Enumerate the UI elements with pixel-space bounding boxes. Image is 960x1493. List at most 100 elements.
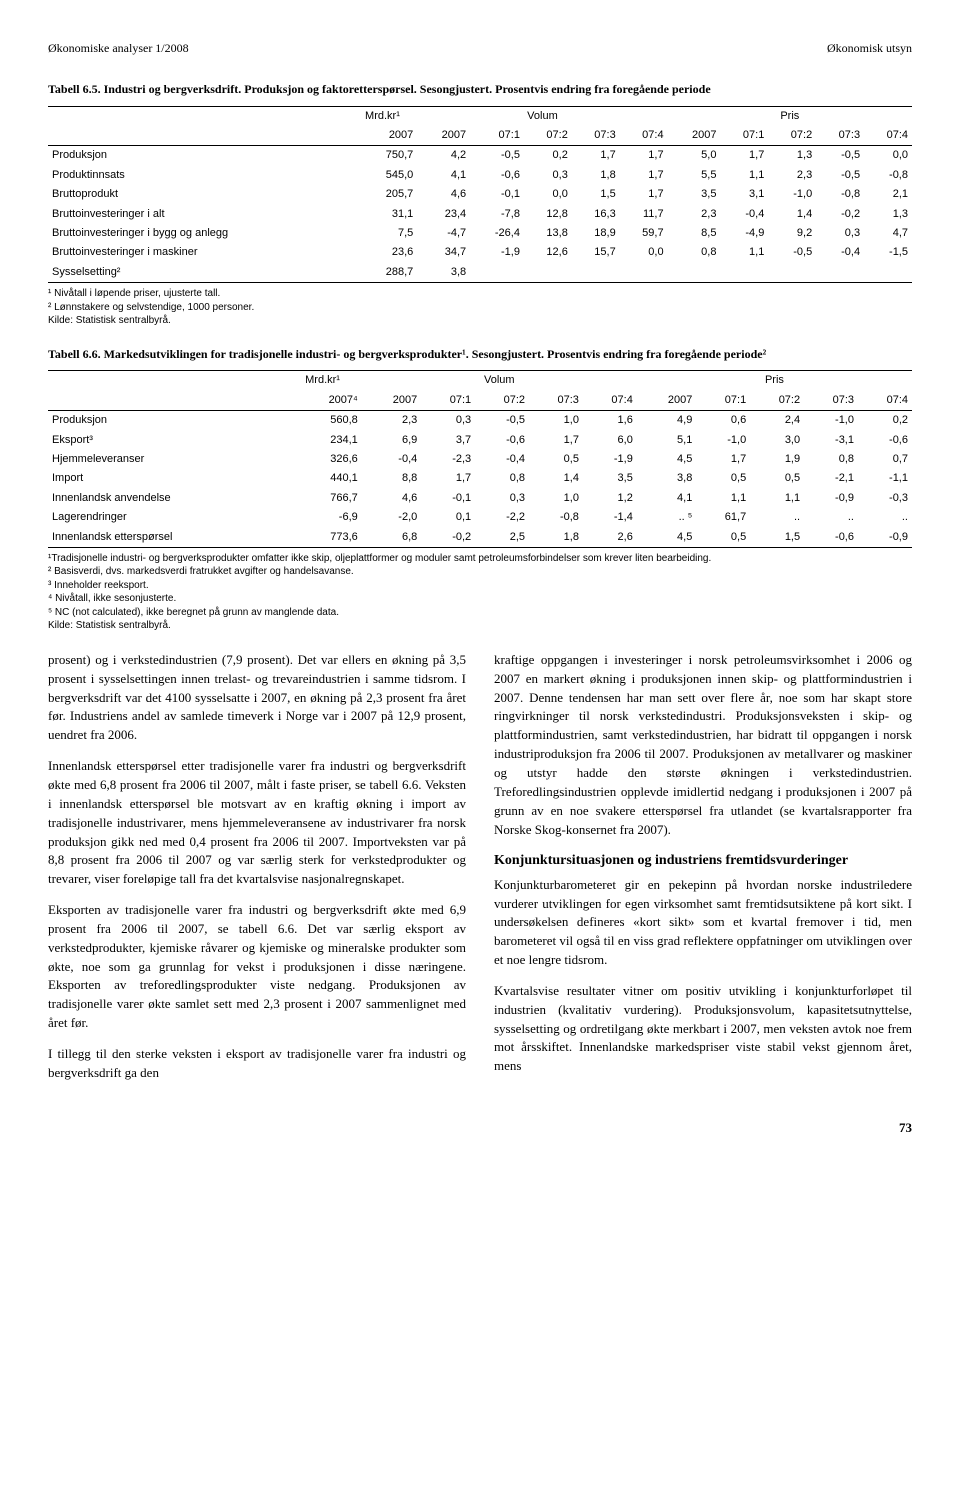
col-header-cell: 07:3 <box>816 126 864 146</box>
table2-mrdkr: Mrd.kr¹ <box>283 371 361 391</box>
table-cell: 234,1 <box>283 431 361 450</box>
footnote-line: ¹ Nivåtall i løpende priser, ujusterte t… <box>48 287 912 301</box>
table2-title: Tabell 6.6. Markedsutviklingen for tradi… <box>48 346 912 363</box>
body-paragraph: Konjunkturbarometeret gir en pekepinn på… <box>494 876 912 970</box>
table-cell: 1,9 <box>750 450 804 469</box>
table-cell: 0,0 <box>524 185 572 204</box>
table1-col-headers: 2007200707:107:207:307:4200707:107:207:3… <box>48 126 912 146</box>
table-cell: 545,0 <box>348 166 418 185</box>
table-cell: 440,1 <box>283 469 361 488</box>
table-cell <box>864 263 912 283</box>
col-header-cell: 07:4 <box>864 126 912 146</box>
table-cell: 0,5 <box>696 469 750 488</box>
table-cell: -0,5 <box>816 146 864 166</box>
table2: Mrd.kr¹ Volum Pris 2007⁴200707:107:207:3… <box>48 370 912 548</box>
table-cell: Sysselsetting² <box>48 263 348 283</box>
table-cell: 18,9 <box>572 224 620 243</box>
table-cell: -0,9 <box>804 489 858 508</box>
table2-footnotes: ¹Tradisjonelle industri- og bergverkspro… <box>48 552 912 633</box>
body-paragraph: I tillegg til den sterke veksten i ekspo… <box>48 1045 466 1083</box>
table-cell: 1,7 <box>720 146 768 166</box>
table-row: Produksjon560,82,30,3-0,51,01,64,90,62,4… <box>48 411 912 431</box>
table-cell: 1,1 <box>720 166 768 185</box>
table-cell: -0,5 <box>816 166 864 185</box>
table-row: Hjemmeleveranser326,6-0,4-2,3-0,40,5-1,9… <box>48 450 912 469</box>
col-header-cell: 2007⁴ <box>283 391 361 411</box>
col-header-cell: 07:2 <box>768 126 816 146</box>
table-cell <box>620 263 668 283</box>
table-cell: 1,5 <box>572 185 620 204</box>
table-row: Bruttoprodukt205,74,6-0,10,01,51,73,53,1… <box>48 185 912 204</box>
col-header-cell: 2007 <box>637 391 697 411</box>
table-cell: 0,2 <box>858 411 912 431</box>
table-cell: -0,8 <box>864 166 912 185</box>
table-cell: 11,7 <box>620 205 668 224</box>
table-cell: 2,1 <box>864 185 912 204</box>
table-cell: -1,9 <box>583 450 637 469</box>
table-cell: -0,6 <box>804 528 858 548</box>
table-cell: -2,2 <box>475 508 529 527</box>
table-cell: .. <box>858 508 912 527</box>
col-header-cell: 2007 <box>668 126 721 146</box>
table-cell <box>768 263 816 283</box>
col-header-cell: 07:3 <box>529 391 583 411</box>
table-cell: Import <box>48 469 283 488</box>
table-cell: 4,6 <box>362 489 422 508</box>
table-cell: -1,1 <box>858 469 912 488</box>
table-cell: -0,2 <box>421 528 475 548</box>
footnote-line: ² Lønnstakere og selvstendige, 1000 pers… <box>48 301 912 315</box>
table-cell: 288,7 <box>348 263 418 283</box>
page-header: Økonomiske analyser 1/2008 Økonomisk uts… <box>48 40 912 57</box>
table-row: Lagerendringer-6,9-2,00,1-2,2-0,8-1,4.. … <box>48 508 912 527</box>
footnote-line: ⁴ Nivåtall, ikke sesonjusterte. <box>48 592 912 606</box>
table-cell: -0,1 <box>421 489 475 508</box>
table-cell: 4,6 <box>417 185 470 204</box>
body-paragraph: kraftige oppgangen i investeringer i nor… <box>494 651 912 839</box>
table-cell: 3,1 <box>720 185 768 204</box>
table1-title: Tabell 6.5. Industri og bergverksdrift. … <box>48 81 912 98</box>
table-cell: 3,7 <box>421 431 475 450</box>
table-cell: 13,8 <box>524 224 572 243</box>
col-header-cell: 07:1 <box>470 126 524 146</box>
table-cell: 3,0 <box>750 431 804 450</box>
table-cell: Bruttoinvesteringer i alt <box>48 205 348 224</box>
table-cell: 2,3 <box>362 411 422 431</box>
table-cell: 12,6 <box>524 243 572 262</box>
table-cell: 0,3 <box>816 224 864 243</box>
table-cell: Bruttoinvesteringer i maskiner <box>48 243 348 262</box>
table1-volum-header: Volum <box>417 106 667 126</box>
table-cell: 1,7 <box>620 146 668 166</box>
table-cell: -0,4 <box>362 450 422 469</box>
table-cell: 2,3 <box>768 166 816 185</box>
col-header-cell: 07:4 <box>858 391 912 411</box>
table-cell: -2,3 <box>421 450 475 469</box>
table-cell: 8,8 <box>362 469 422 488</box>
table-cell: 9,2 <box>768 224 816 243</box>
footnote-line: Kilde: Statistisk sentralbyrå. <box>48 619 912 633</box>
table-cell: 1,7 <box>620 185 668 204</box>
table2-volum-header: Volum <box>362 371 637 391</box>
table-cell: 1,0 <box>529 489 583 508</box>
table-cell: 15,7 <box>572 243 620 262</box>
body-paragraph: prosent) og i verkstedindustrien (7,9 pr… <box>48 651 466 745</box>
col-header-cell <box>48 391 283 411</box>
table-cell: 4,5 <box>637 528 697 548</box>
table-cell: 0,0 <box>620 243 668 262</box>
table-cell: 6,9 <box>362 431 422 450</box>
table1-footnotes: ¹ Nivåtall i løpende priser, ujusterte t… <box>48 287 912 328</box>
table-cell: Produktinnsats <box>48 166 348 185</box>
table-cell: 2,6 <box>583 528 637 548</box>
header-left: Økonomiske analyser 1/2008 <box>48 40 189 57</box>
table-cell: 1,7 <box>529 431 583 450</box>
table-cell: 0,1 <box>421 508 475 527</box>
table-cell: -1,5 <box>864 243 912 262</box>
table-row: Produksjon750,74,2-0,50,21,71,75,01,71,3… <box>48 146 912 166</box>
table-cell: 750,7 <box>348 146 418 166</box>
table-cell: Bruttoinvesteringer i bygg og anlegg <box>48 224 348 243</box>
table-cell: 8,5 <box>668 224 721 243</box>
col-header-cell: 07:1 <box>720 126 768 146</box>
section-subhead: Konjunktursituasjonen og industriens fre… <box>494 851 912 871</box>
table-cell: Lagerendringer <box>48 508 283 527</box>
table1: Mrd.kr¹ Volum Pris 2007200707:107:207:30… <box>48 106 912 284</box>
left-column: prosent) og i verkstedindustrien (7,9 pr… <box>48 651 466 1095</box>
